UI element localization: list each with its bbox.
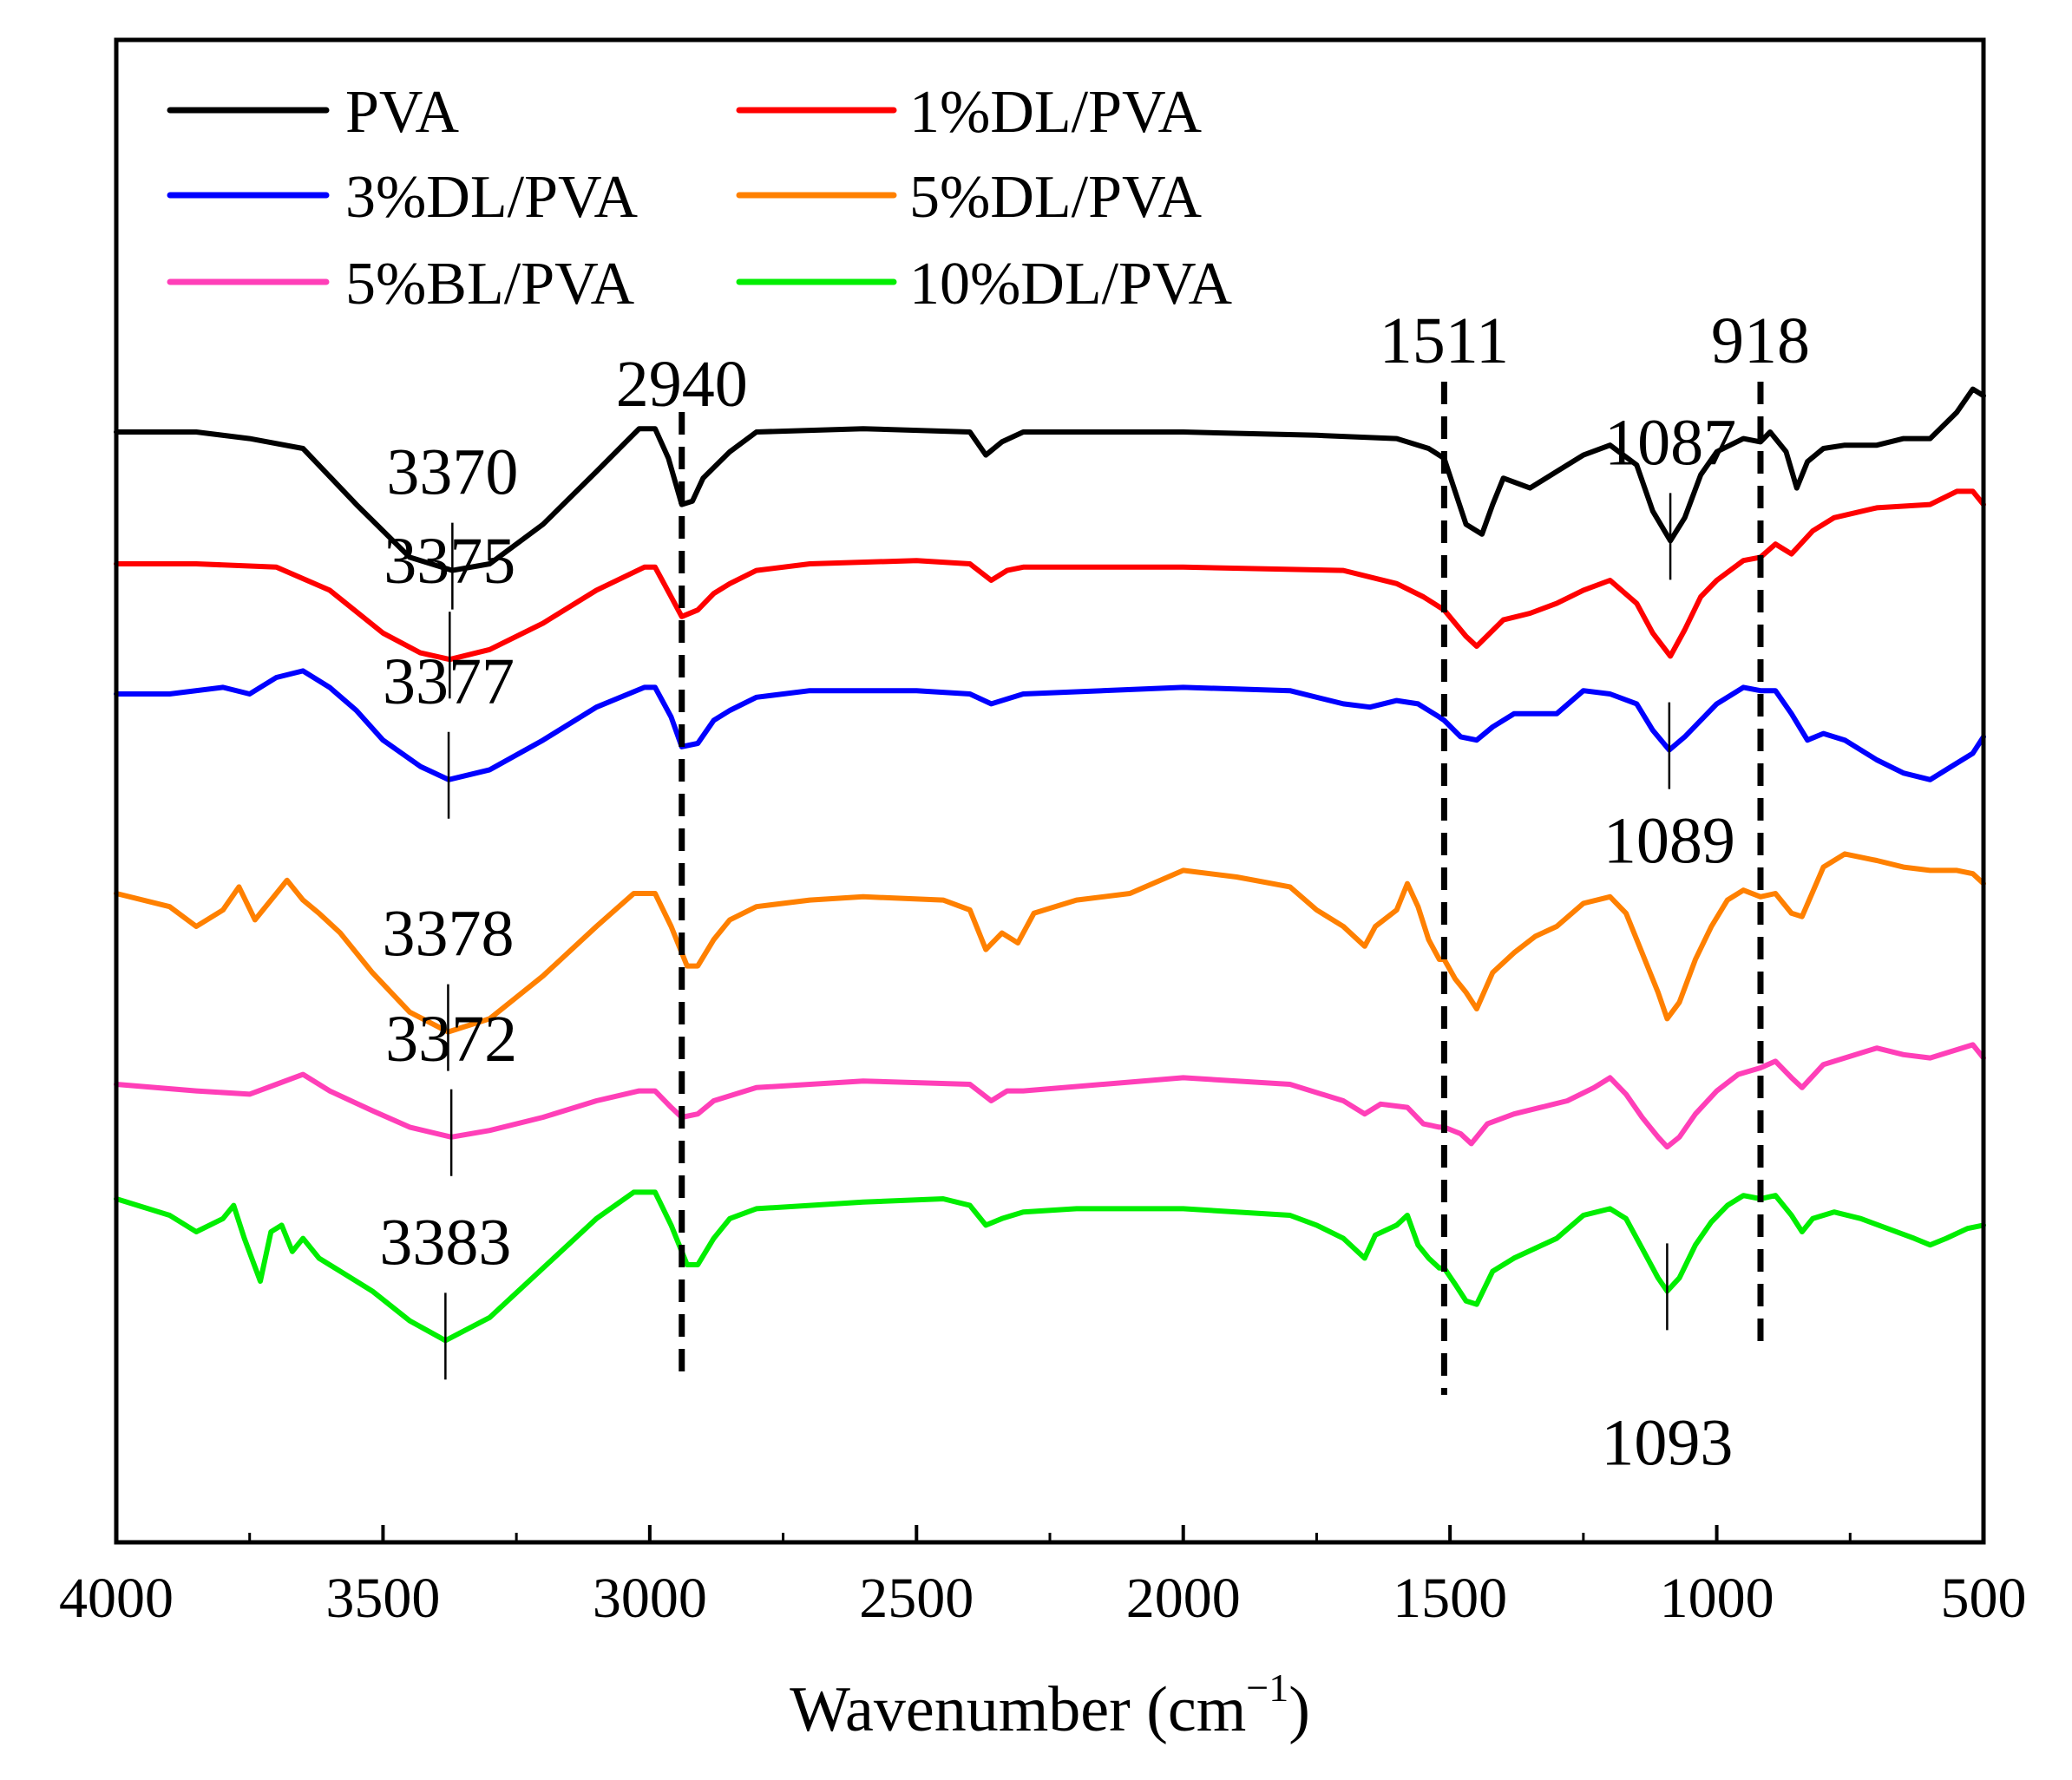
x-tick-label-2: 3000 bbox=[593, 1567, 707, 1630]
peak-marker-label-0: 2940 bbox=[616, 348, 748, 421]
x-tick-label-0: 4000 bbox=[59, 1567, 174, 1630]
x-tick-label-6: 1000 bbox=[1660, 1567, 1774, 1630]
series-line-5 bbox=[114, 1189, 1986, 1344]
legend: PVA 1%DL/PVA 3%DL/PVA 5%DL/PVA 5%BL/PVA 10%DL… bbox=[167, 79, 1233, 317]
legend-label-2: 3%DL/PVA bbox=[345, 164, 639, 231]
x-axis-label-exponent: −1 bbox=[1246, 1665, 1288, 1710]
x-tick-label-7: 500 bbox=[1941, 1567, 2027, 1630]
peak-label-layer: 3370 3375 3377 3378 3372 3383 1087 1089 1093 bbox=[379, 406, 1736, 1479]
peak-marker-label-2: 918 bbox=[1711, 304, 1810, 377]
peak-label-2: 3377 bbox=[383, 645, 515, 718]
peak-label-8: 1093 bbox=[1601, 1406, 1733, 1479]
legend-label-5: 10%DL/PVA bbox=[909, 251, 1233, 317]
peak-marker-layer: 2940 1511 918 bbox=[616, 304, 1810, 1395]
legend-label-1: 1%DL/PVA bbox=[909, 79, 1203, 146]
peak-label-1: 3375 bbox=[384, 525, 515, 598]
peak-label-7: 1089 bbox=[1603, 805, 1735, 878]
legend-label-3: 5%DL/PVA bbox=[909, 164, 1203, 231]
x-axis-label-close: ) bbox=[1288, 1674, 1310, 1745]
series-line-0 bbox=[114, 386, 1986, 573]
peak-label-5: 3383 bbox=[379, 1206, 511, 1279]
series-line-1 bbox=[114, 488, 1986, 663]
x-tick-label-5: 1500 bbox=[1393, 1567, 1507, 1630]
x-axis-ticks: 4000 3500 3000 2500 2000 1500 1000 500 bbox=[59, 1525, 2027, 1630]
peak-label-3: 3378 bbox=[382, 898, 514, 971]
x-axis-label-text: Wavenumber (cm bbox=[790, 1674, 1246, 1745]
legend-label-0: PVA bbox=[345, 79, 459, 146]
x-tick-label-3: 2500 bbox=[859, 1567, 974, 1630]
x-tick-label-1: 3500 bbox=[325, 1567, 440, 1630]
series-line-4 bbox=[114, 1042, 1986, 1150]
peak-marker-label-1: 1511 bbox=[1380, 304, 1509, 377]
series-line-3 bbox=[114, 851, 1986, 1035]
peak-label-0: 3370 bbox=[386, 436, 518, 509]
peak-label-6: 1087 bbox=[1604, 406, 1736, 479]
peak-label-4: 3372 bbox=[385, 1003, 517, 1076]
legend-label-4: 5%BL/PVA bbox=[345, 251, 635, 317]
x-axis-label: Wavenumber (cm−1) bbox=[790, 1665, 1310, 1745]
x-tick-label-4: 2000 bbox=[1126, 1567, 1241, 1630]
